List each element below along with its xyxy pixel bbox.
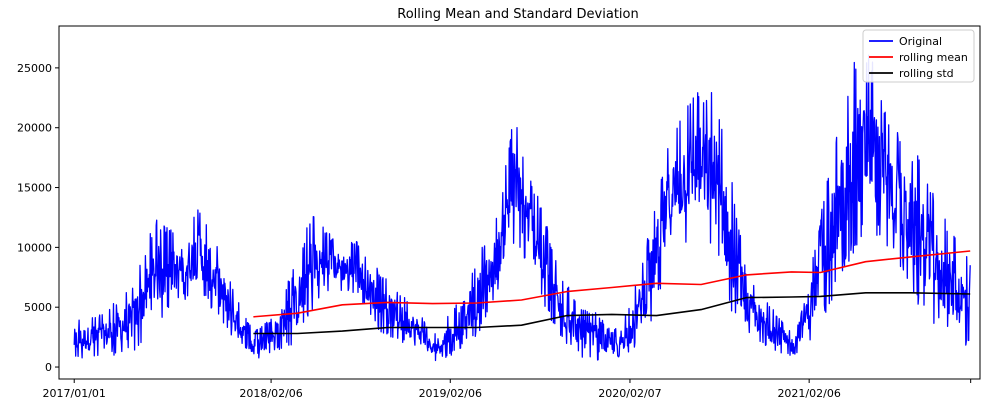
y-tick-label: 20000 bbox=[17, 122, 52, 135]
y-tick-label: 25000 bbox=[17, 62, 52, 75]
plot-frame bbox=[58, 25, 981, 380]
legend-label: Original bbox=[899, 35, 942, 48]
legend-label: rolling std bbox=[899, 67, 954, 80]
x-tick-label: 2021/02/06 bbox=[777, 387, 840, 400]
chart-title: Rolling Mean and Standard Deviation bbox=[397, 7, 638, 22]
x-tick-label: 2018/02/06 bbox=[239, 387, 302, 400]
y-tick-label: 10000 bbox=[17, 241, 52, 254]
x-axis: 2017/01/01 2018/02/06 2019/02/06 2020/02/07… bbox=[43, 379, 972, 400]
series-line-rolling-std bbox=[253, 292, 971, 335]
y-tick-label: 15000 bbox=[17, 182, 52, 195]
legend-box bbox=[862, 29, 975, 83]
series-line-Original bbox=[73, 54, 971, 362]
x-tick-label: 2020/02/07 bbox=[598, 387, 661, 400]
plot-area bbox=[58, 25, 981, 380]
y-axis: 0 5000 10000 15000 20000 25000 bbox=[17, 62, 59, 374]
legend-label: rolling mean bbox=[899, 51, 968, 64]
y-tick-label: 0 bbox=[45, 361, 52, 374]
x-tick-label: 2017/01/01 bbox=[43, 387, 106, 400]
legend: Original rolling mean rolling std bbox=[862, 29, 975, 83]
y-tick-label: 5000 bbox=[24, 301, 52, 314]
series-layer bbox=[73, 54, 971, 362]
x-tick-label: 2019/02/06 bbox=[419, 387, 482, 400]
series-line-rolling-mean bbox=[253, 250, 971, 318]
